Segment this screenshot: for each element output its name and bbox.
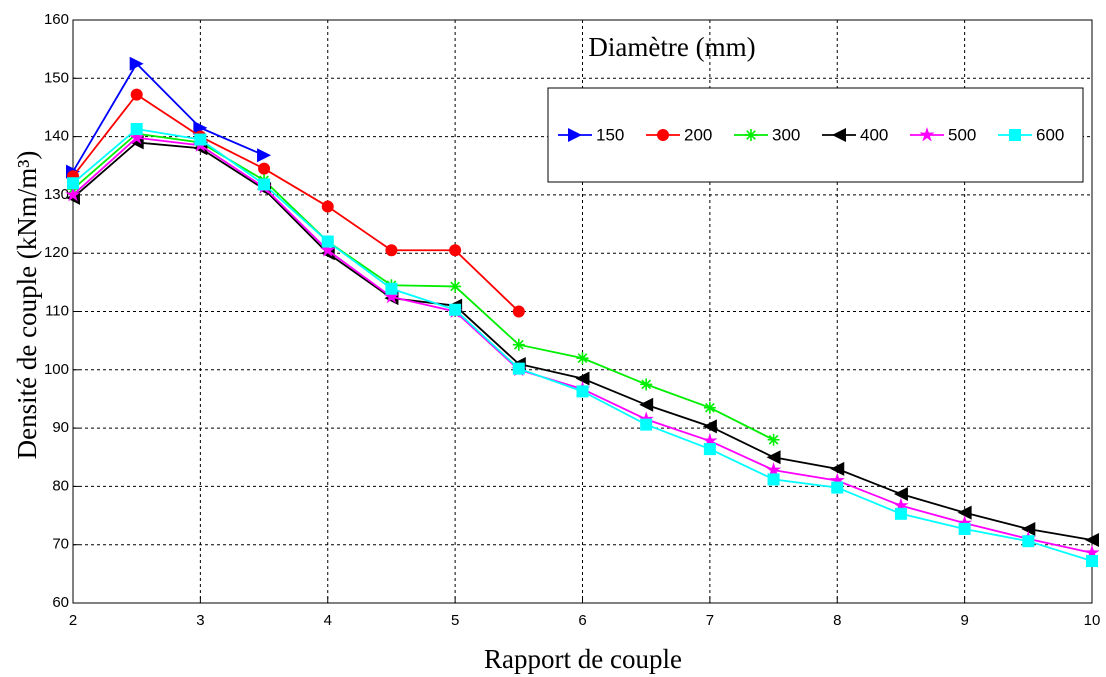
marker — [1021, 521, 1036, 536]
x-tick-label: 10 — [1084, 612, 1101, 629]
marker — [702, 432, 718, 448]
marker — [449, 280, 462, 293]
marker — [130, 88, 143, 101]
marker — [893, 486, 908, 501]
marker — [703, 401, 716, 414]
y-tick-label: 140 — [44, 128, 69, 145]
marker — [1085, 533, 1099, 548]
marker — [320, 242, 336, 257]
marker — [194, 133, 207, 146]
x-tick-label: 8 — [833, 612, 841, 629]
legend-label: 600 — [1036, 125, 1064, 144]
x-tick-label: 7 — [706, 612, 714, 629]
marker — [702, 419, 717, 434]
marker — [766, 462, 782, 477]
marker — [321, 235, 334, 248]
y-tick-label: 120 — [44, 244, 69, 261]
marker — [893, 497, 909, 513]
y-tick-label: 90 — [52, 419, 69, 436]
x-tick-label: 3 — [196, 612, 204, 629]
x-tick-label: 6 — [578, 612, 586, 629]
marker — [258, 162, 271, 175]
marker — [385, 282, 398, 295]
marker — [831, 481, 844, 494]
marker — [385, 244, 398, 257]
marker — [449, 244, 462, 257]
marker — [130, 123, 143, 136]
series-line — [72, 62, 265, 173]
marker — [958, 522, 971, 535]
x-tick-label: 5 — [451, 612, 459, 629]
marker — [829, 472, 845, 487]
plot-frame — [72, 19, 1093, 604]
marker — [957, 515, 973, 530]
marker — [1086, 555, 1098, 568]
legend-label: 200 — [684, 125, 712, 144]
y-axis-label: Densité de couple (kNm/m³) — [12, 151, 42, 460]
marker — [638, 411, 654, 426]
marker — [894, 507, 907, 520]
x-tick-label: 4 — [324, 612, 332, 629]
marker — [67, 177, 79, 190]
marker — [957, 505, 972, 520]
marker — [512, 305, 525, 318]
marker — [129, 56, 144, 71]
y-tick-label: 60 — [52, 594, 69, 611]
marker — [830, 461, 845, 476]
y-tick-label: 110 — [45, 302, 69, 319]
marker — [767, 433, 780, 446]
marker — [129, 129, 145, 145]
marker — [640, 418, 653, 431]
series-line — [72, 93, 520, 313]
marker — [65, 186, 81, 202]
marker — [512, 338, 525, 351]
marker — [640, 378, 653, 391]
marker — [766, 450, 781, 465]
legend-label: 400 — [860, 125, 888, 144]
marker — [767, 473, 780, 486]
marker — [1084, 544, 1100, 560]
x-tick-label: 2 — [69, 612, 77, 629]
marker — [745, 129, 757, 141]
legend-label: 500 — [948, 125, 976, 144]
marker — [919, 127, 935, 142]
x-axis-label: Rapport de couple — [484, 644, 682, 674]
marker — [575, 371, 590, 386]
marker — [657, 129, 669, 141]
marker — [512, 362, 525, 375]
legend-title: Diamètre (mm) — [588, 32, 755, 62]
marker — [193, 120, 208, 135]
marker — [1009, 129, 1021, 141]
y-tick-label: 150 — [44, 69, 69, 86]
marker — [449, 303, 462, 316]
marker — [703, 443, 716, 456]
marker — [383, 288, 399, 304]
marker — [576, 352, 589, 365]
y-tick-label: 80 — [52, 477, 69, 494]
x-tick-label: 9 — [960, 612, 968, 629]
marker — [832, 128, 846, 142]
legend-label: 300 — [772, 125, 800, 144]
series-line — [72, 132, 774, 441]
marker — [1022, 535, 1035, 548]
y-tick-label: 160 — [44, 11, 69, 28]
marker — [258, 178, 271, 191]
marker — [576, 385, 589, 398]
y-tick-label: 70 — [52, 536, 69, 553]
marker — [257, 148, 272, 163]
y-tick-label: 130 — [44, 186, 69, 203]
y-tick-label: 100 — [44, 361, 69, 378]
marker — [639, 397, 654, 412]
legend-label: 150 — [596, 125, 624, 144]
marker — [321, 200, 334, 213]
legend-box — [547, 87, 1084, 183]
marker — [568, 128, 582, 142]
